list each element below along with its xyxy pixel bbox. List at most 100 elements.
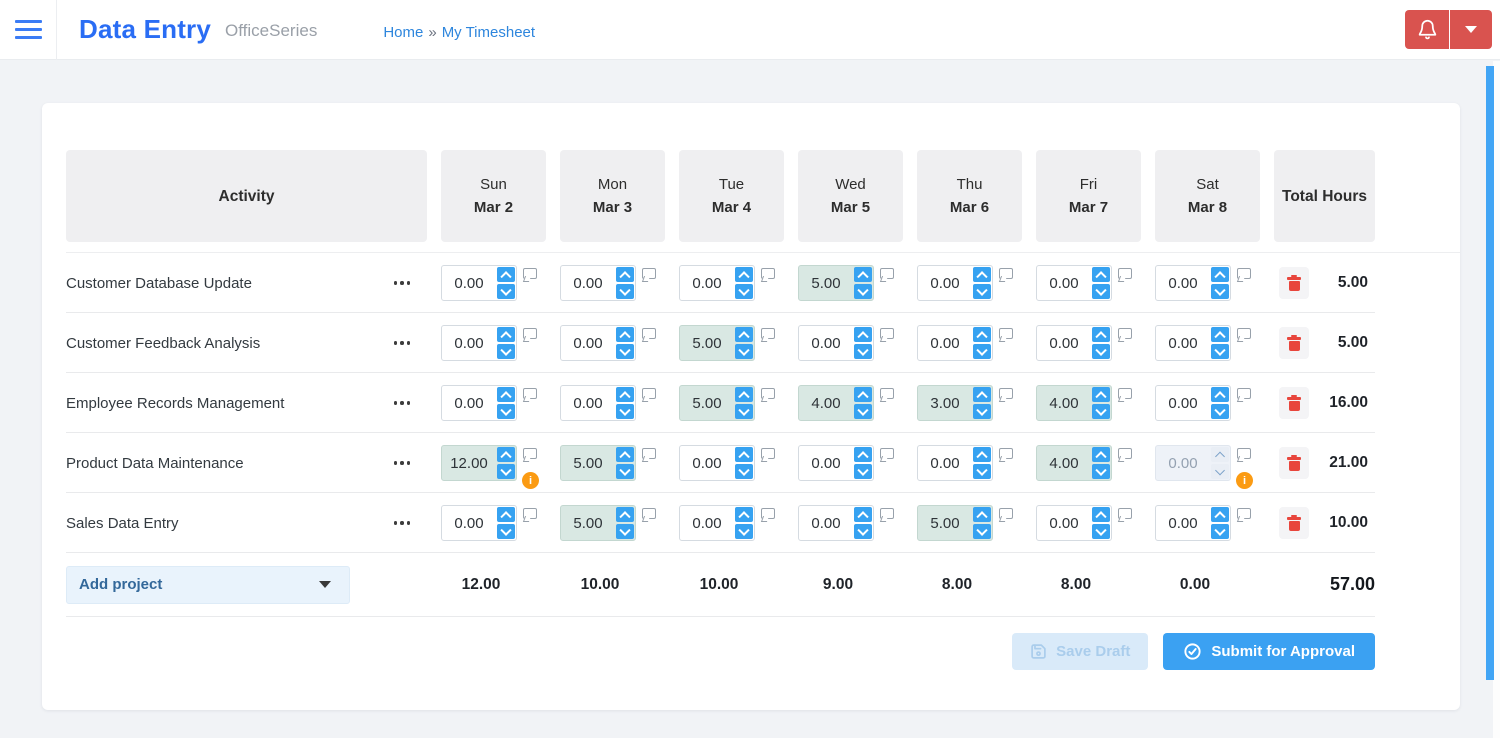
increment-button[interactable] <box>1211 387 1229 402</box>
hours-input[interactable]: 4.00 <box>1036 445 1112 481</box>
comment-icon[interactable] <box>880 268 894 279</box>
comment-icon[interactable] <box>523 268 537 279</box>
hours-input[interactable]: 0.00 <box>1155 385 1231 421</box>
hours-input[interactable]: 5.00 <box>679 385 755 421</box>
decrement-button[interactable] <box>1211 344 1229 359</box>
decrement-button[interactable] <box>735 464 753 479</box>
notifications-button[interactable] <box>1405 10 1449 49</box>
hours-input[interactable]: 5.00 <box>560 505 636 541</box>
scrollbar-thumb[interactable] <box>1486 66 1494 680</box>
decrement-button[interactable] <box>973 524 991 539</box>
increment-button[interactable] <box>497 447 515 462</box>
comment-icon[interactable] <box>642 328 656 339</box>
comment-icon[interactable] <box>1237 508 1251 519</box>
increment-button[interactable] <box>735 507 753 522</box>
comment-icon[interactable] <box>761 448 775 459</box>
increment-button[interactable] <box>616 267 634 282</box>
hours-input[interactable]: 0.00 <box>1155 325 1231 361</box>
hours-input[interactable]: 0.00 <box>1155 265 1231 301</box>
increment-button[interactable] <box>735 387 753 402</box>
decrement-button[interactable] <box>973 464 991 479</box>
comment-icon[interactable] <box>642 268 656 279</box>
decrement-button[interactable] <box>854 464 872 479</box>
comment-icon[interactable] <box>880 328 894 339</box>
decrement-button[interactable] <box>616 524 634 539</box>
increment-button[interactable] <box>735 267 753 282</box>
increment-button[interactable] <box>1092 447 1110 462</box>
increment-button[interactable] <box>973 507 991 522</box>
decrement-button[interactable] <box>973 344 991 359</box>
submit-for-approval-button[interactable]: Submit for Approval <box>1163 633 1375 670</box>
comment-icon[interactable] <box>761 388 775 399</box>
decrement-button[interactable] <box>497 344 515 359</box>
increment-button[interactable] <box>497 267 515 282</box>
hours-input[interactable]: 0.00 <box>798 445 874 481</box>
delete-row-button[interactable] <box>1279 327 1309 359</box>
decrement-button[interactable] <box>854 344 872 359</box>
decrement-button[interactable] <box>497 284 515 299</box>
increment-button[interactable] <box>973 327 991 342</box>
comment-icon[interactable] <box>523 388 537 399</box>
increment-button[interactable] <box>1092 387 1110 402</box>
decrement-button[interactable] <box>1092 344 1110 359</box>
increment-button[interactable] <box>497 507 515 522</box>
decrement-button[interactable] <box>497 404 515 419</box>
comment-icon[interactable] <box>1118 508 1132 519</box>
hours-input[interactable]: 0.00 <box>560 325 636 361</box>
row-options-button[interactable] <box>392 455 413 471</box>
hours-input[interactable]: 0.00 <box>798 325 874 361</box>
decrement-button[interactable] <box>1211 284 1229 299</box>
comment-icon[interactable] <box>1118 268 1132 279</box>
row-options-button[interactable] <box>392 515 413 531</box>
comment-icon[interactable] <box>1118 328 1132 339</box>
hours-input[interactable]: 0.00 <box>441 385 517 421</box>
increment-button[interactable] <box>616 447 634 462</box>
hours-input[interactable]: 5.00 <box>679 325 755 361</box>
save-draft-button[interactable]: Save Draft <box>1012 633 1149 670</box>
hours-input[interactable]: 12.00 <box>441 445 517 481</box>
comment-icon[interactable] <box>999 448 1013 459</box>
increment-button[interactable] <box>616 387 634 402</box>
increment-button[interactable] <box>1092 327 1110 342</box>
decrement-button[interactable] <box>735 524 753 539</box>
hours-input[interactable]: 0.00 <box>1036 505 1112 541</box>
decrement-button[interactable] <box>1211 524 1229 539</box>
comment-icon[interactable] <box>1237 388 1251 399</box>
row-options-button[interactable] <box>392 395 413 411</box>
hours-input[interactable]: 0.00 <box>917 265 993 301</box>
increment-button[interactable] <box>1211 507 1229 522</box>
increment-button[interactable] <box>973 267 991 282</box>
comment-icon[interactable] <box>880 448 894 459</box>
increment-button[interactable] <box>1211 327 1229 342</box>
comment-icon[interactable] <box>880 388 894 399</box>
hours-input[interactable]: 0.00 <box>560 265 636 301</box>
decrement-button[interactable] <box>1211 404 1229 419</box>
hours-input[interactable]: 3.00 <box>917 385 993 421</box>
comment-icon[interactable] <box>880 508 894 519</box>
decrement-button[interactable] <box>854 404 872 419</box>
comment-icon[interactable] <box>1237 268 1251 279</box>
increment-button[interactable] <box>973 447 991 462</box>
decrement-button[interactable] <box>1092 404 1110 419</box>
delete-row-button[interactable] <box>1279 507 1309 539</box>
increment-button[interactable] <box>735 447 753 462</box>
increment-button[interactable] <box>854 447 872 462</box>
increment-button[interactable] <box>973 387 991 402</box>
comment-icon[interactable] <box>1237 328 1251 339</box>
decrement-button[interactable] <box>854 284 872 299</box>
comment-icon[interactable] <box>523 328 537 339</box>
increment-button[interactable] <box>735 327 753 342</box>
hours-input[interactable]: 0.00 <box>1155 505 1231 541</box>
comment-icon[interactable] <box>642 388 656 399</box>
decrement-button[interactable] <box>735 284 753 299</box>
comment-icon[interactable] <box>999 328 1013 339</box>
comment-icon[interactable] <box>642 448 656 459</box>
decrement-button[interactable] <box>616 464 634 479</box>
increment-button[interactable] <box>854 507 872 522</box>
increment-button[interactable] <box>497 327 515 342</box>
decrement-button[interactable] <box>1092 464 1110 479</box>
decrement-button[interactable] <box>973 284 991 299</box>
delete-row-button[interactable] <box>1279 267 1309 299</box>
decrement-button[interactable] <box>616 404 634 419</box>
hours-input[interactable]: 0.00 <box>917 325 993 361</box>
